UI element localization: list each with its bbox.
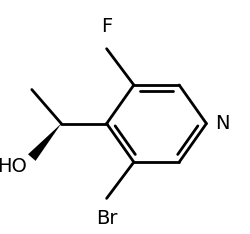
Text: Br: Br: [96, 209, 118, 228]
Text: N: N: [216, 114, 230, 133]
Text: F: F: [101, 17, 112, 36]
Text: HO: HO: [0, 157, 27, 176]
Polygon shape: [28, 124, 61, 161]
